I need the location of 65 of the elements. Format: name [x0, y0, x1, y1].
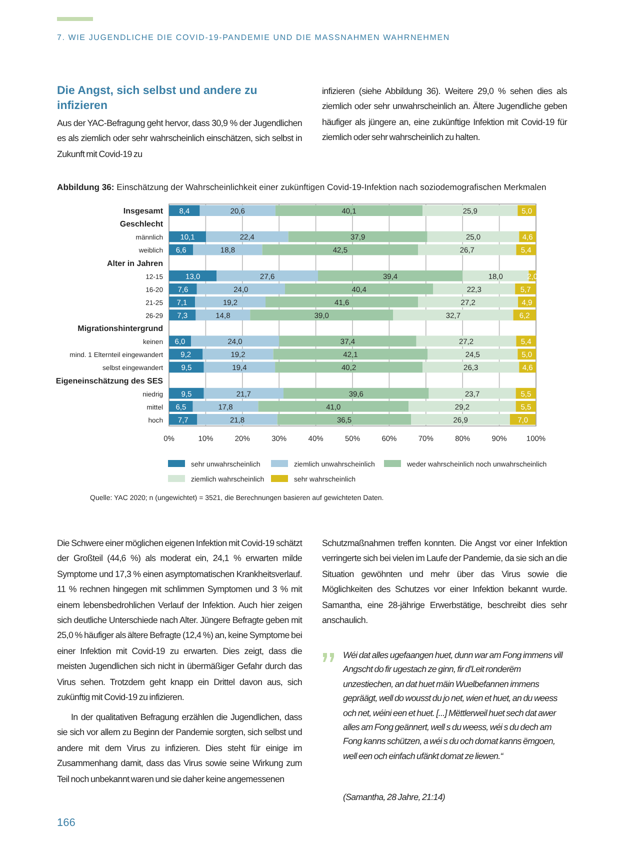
text: Schutzmaßnahmen treffen konnten. Die Angst vor einer Infektion verringerte sich bei vielen im Laufe der Pandemie, da sie sich an die Situation gewöhnten und mehr über das Virus sowie die Möglichkeiten des Schutzes vor einer Infektion bekannt wurde. Samantha, eine 28-jährige Erwerbstätige, beschreibt dies sehr anschaulich.	[322, 537, 567, 628]
text: 7. WIE JUGENDLICHE DIE COVID-19-PANDEMIE UND DIE MASSNAHMEN WAHRNEHMEN	[57, 33, 451, 42]
text: Die Angst, sich selbst und andere zu infizieren	[57, 84, 258, 114]
bar	[418, 244, 516, 256]
bar	[416, 336, 516, 347]
bar	[428, 388, 516, 399]
bar	[206, 231, 288, 242]
y-tick-label: Insgesamt	[123, 206, 164, 216]
bar	[169, 296, 196, 308]
text: 166	[57, 817, 76, 829]
text: Die Schwere einer möglichen eigenen Infektion mit Covid-19 schätzt der Großteil (44,6 %) als moderat ein, 24,1 % erwarten milde Symptome und 17,3 % einen asymptomatischen Krankheitsverlauf. 11 % rechnen hingegen mit schlimmen Symptomen und 3 % mit einem lebensbedrohlichen Verlauf der Infektion. Auch hier zeigen sich deutliche Unterschiede nach Alter. Jüngere Befragte geben mit 25,0 % häufiger als ältere Befragte (12,4 %) an, keine Symptome bei einer Infektion mit Covid-19 zu erwarten. Dies zeigt, dass die meisten Jugendlichen sich nicht in übermäßiger Gefahr durch das Virus sehen. Trotzdem geht knapp ein Drittel davon aus, sich zukünftig mit Covid-19 zu infizieren.	[57, 538, 302, 702]
bar	[422, 205, 518, 216]
bar	[277, 414, 412, 425]
bar	[196, 310, 250, 320]
bar	[284, 283, 434, 294]
text: Aus der YAC-Befragung geht hervor, dass 30,9 % der Jugendlichen es als ziemlich oder sehr wahrscheinlich einschätzen, sich selbst in Zukunft mit Covid-19 zu	[57, 117, 302, 161]
bar	[393, 310, 514, 320]
bar	[266, 296, 418, 308]
bar	[192, 400, 258, 412]
bar	[262, 244, 418, 256]
bar	[204, 388, 284, 399]
bar	[169, 270, 217, 282]
y-tick-label: Eigeneinschätzung des SES	[56, 376, 164, 386]
bar	[513, 310, 536, 320]
bar	[433, 283, 516, 294]
bar	[169, 310, 196, 320]
bar	[169, 205, 200, 216]
y-tick-label: Migrationshintergrund	[78, 324, 164, 334]
bar	[428, 348, 518, 360]
bar	[169, 414, 198, 425]
bar	[288, 231, 428, 242]
bar	[193, 244, 262, 256]
bar	[510, 414, 536, 425]
bar	[318, 270, 463, 282]
bar	[275, 205, 423, 216]
bar	[427, 231, 520, 242]
text: infizieren (siehe Abbildung 36). Weitere 29,0 % sehen dies als ziemlich oder sehr unwahrscheinlich an. Ältere Jugendliche geben häufiger als jüngere an, eine zukünftige Infektion mit Covid-19 für ziemlich oder sehr wahrscheinlich zu halten.	[322, 85, 567, 144]
bar	[204, 362, 276, 373]
bar	[169, 348, 203, 360]
bar	[202, 348, 274, 360]
bar	[169, 283, 197, 294]
bar	[258, 400, 409, 412]
bar	[196, 283, 285, 294]
chart-title: Abbildung 36: Einschätzung der Wahrscheinlichkeit einer zukünftigen Covid-19-Infektion nach soziodemografischen Merkmalen	[57, 182, 546, 192]
bar	[200, 205, 276, 216]
text: Wéi dat alles ugefaangen huet, dunn war am Fong immens vill Angscht do fir ugestach ze ginn, fir d'Leit ronderëm unzestiechen, an dat huet mäin Wuelbefannen immens gepräägt, well do wousst du jo net, wien et huet, an du weess och net, wéini een et huet. [...] Mëttlerweil huet sech dat awer alles am Fong geännert, well s du weess, wéi s du dech am Fong kanns schützen, a wéi s du och domat kanns ëmgoen, well een och einfach ufänkt domat ze liewen.“	[343, 649, 564, 763]
bar	[216, 270, 318, 282]
bar	[279, 336, 416, 347]
bar	[418, 296, 518, 308]
text: (Samantha, 28 Jahre, 21:14)	[343, 791, 446, 804]
y-tick-label: Geschlecht	[120, 220, 164, 229]
bar	[197, 414, 278, 425]
bar	[195, 296, 266, 308]
bar	[273, 348, 428, 360]
bar	[275, 362, 423, 373]
bar	[191, 336, 280, 347]
bar	[462, 270, 529, 282]
bar	[408, 400, 516, 412]
bar	[515, 283, 536, 294]
bar	[284, 388, 429, 399]
y-tick-label: Alter in Jahren	[106, 258, 164, 268]
bar	[411, 414, 510, 425]
bar	[250, 310, 394, 320]
text: In der qualitativen Befragung erzählen die Jugendlichen, dass sie sich vor allem zu Beginn der Pandemie sorgten, sich selbst und andere mit dem Virus zu infizieren. Dies steht für einige im Zusammenhang damit, dass das Virus sowie seine Wirkung zum Teil noch unbekannt waren und sie daher keine angemessenen	[57, 711, 302, 786]
bar	[422, 362, 520, 373]
